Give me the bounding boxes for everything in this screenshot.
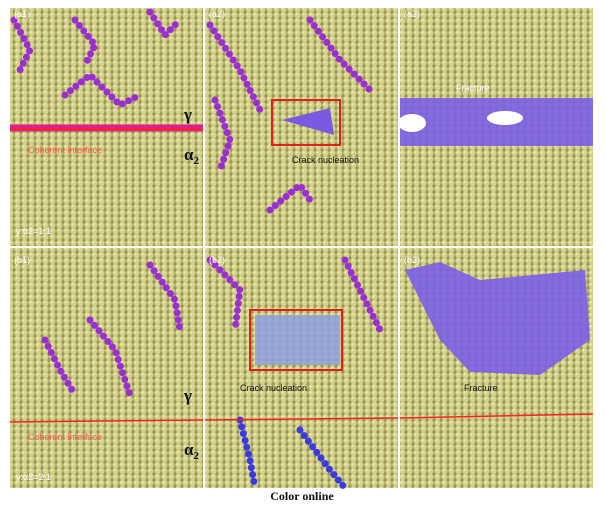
atom-chain	[41, 336, 79, 399]
void	[487, 111, 523, 125]
interface-line	[204, 417, 399, 421]
highlight-box	[249, 309, 343, 371]
interface-line	[399, 413, 594, 419]
void	[398, 114, 426, 132]
atom-chain	[206, 256, 244, 334]
panel-a2	[205, 8, 398, 246]
interface-line	[9, 419, 204, 423]
atom-chain	[341, 256, 384, 334]
atom-chain	[86, 316, 134, 399]
panel-label: (b3)	[404, 255, 420, 265]
annotation: Fracture	[456, 83, 490, 93]
panel-label: (b1)	[14, 255, 30, 265]
phase-symbol: α	[184, 440, 194, 459]
ratio-label: γ:α2=1:1	[16, 226, 51, 236]
annotation: Fracture	[464, 383, 498, 393]
panel-b1	[10, 248, 203, 488]
atom-chain	[306, 16, 374, 94]
ratio-label: γ:α2=2:1	[16, 472, 51, 482]
phase-label: γ	[183, 386, 192, 405]
phase-label: γ	[183, 105, 192, 124]
panel-label: (a3)	[404, 9, 420, 19]
caption: Color online	[270, 489, 334, 503]
interface-label: Coherent interface	[28, 145, 102, 155]
atom-chain	[296, 426, 349, 492]
panel-label: (a1)	[14, 9, 30, 19]
phase-label: α2	[184, 145, 200, 167]
atom-chain	[236, 416, 259, 492]
crack-region	[255, 315, 340, 365]
atom-chain	[146, 8, 184, 41]
phase-subscript: 2	[194, 450, 200, 462]
defect-atoms	[9, 8, 594, 492]
interface-label: Coherent interface	[28, 432, 102, 442]
panel-label: (b2)	[209, 255, 225, 265]
annotation: Crack nucleation	[240, 383, 307, 393]
phase-subscript: 2	[194, 155, 200, 167]
phase-symbol: α	[184, 145, 194, 164]
atom-chain	[71, 16, 100, 69]
atom-chain	[266, 179, 314, 214]
atom-chain	[10, 16, 34, 74]
atom-chain	[211, 96, 234, 174]
atom-chain	[206, 21, 264, 114]
highlight-box	[271, 99, 341, 146]
atom-chain	[146, 261, 184, 334]
panel-label: (a2)	[209, 9, 225, 19]
phase-label: α2	[184, 440, 200, 462]
atom-chain	[61, 70, 144, 110]
crack-region	[282, 108, 334, 135]
fracture-region	[405, 262, 590, 375]
annotation: Crack nucleation	[292, 155, 359, 165]
